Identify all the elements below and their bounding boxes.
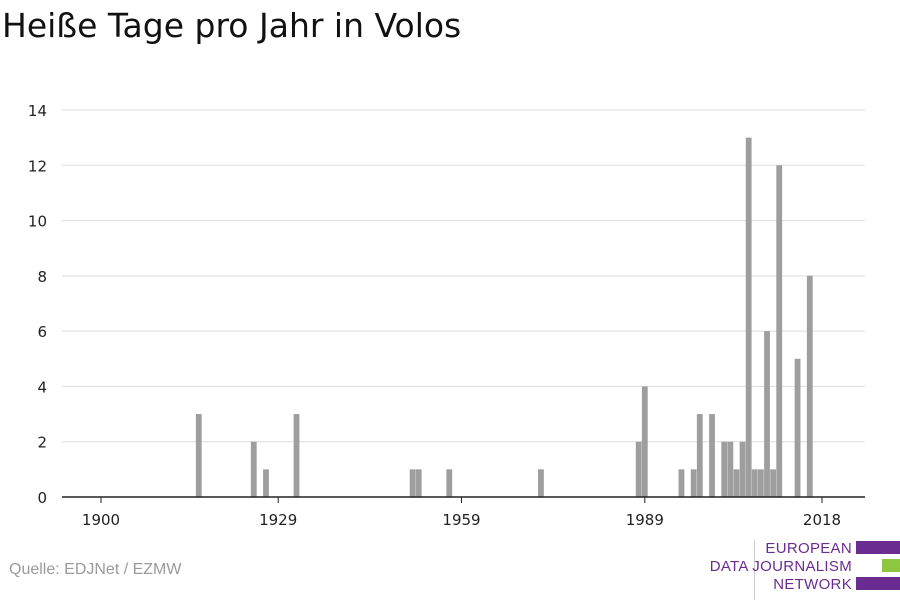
y-tick-label: 4 bbox=[37, 378, 47, 396]
bar bbox=[263, 469, 269, 497]
source-note: Quelle: EDJNet / EZMW bbox=[9, 561, 182, 578]
y-tick-labels: 0 2 4 6 8 10 12 14 bbox=[28, 102, 47, 507]
y-tick-label: 2 bbox=[37, 434, 47, 452]
bar bbox=[764, 331, 770, 497]
x-tick-label: 1929 bbox=[259, 511, 297, 529]
bar bbox=[696, 414, 703, 497]
bar bbox=[733, 469, 740, 497]
bars bbox=[195, 137, 813, 498]
y-tick-label: 14 bbox=[28, 102, 47, 120]
logo-line-1: EUROPEAN bbox=[765, 540, 852, 557]
bar bbox=[757, 469, 764, 497]
bar bbox=[415, 469, 422, 497]
bar bbox=[745, 137, 752, 497]
y-tick-label: 8 bbox=[37, 268, 47, 286]
bar-chart: 0 2 4 6 8 10 12 14 1900 1929 1959 1989 2018 bbox=[28, 102, 865, 529]
bar bbox=[727, 441, 734, 497]
bar bbox=[538, 469, 544, 497]
x-tick-label: 1959 bbox=[442, 511, 480, 529]
bar bbox=[446, 469, 453, 497]
y-tick-label: 12 bbox=[28, 157, 47, 175]
gridlines bbox=[62, 109, 865, 443]
bar bbox=[409, 469, 416, 497]
logo-bar-3 bbox=[856, 577, 900, 590]
bar bbox=[709, 414, 715, 497]
bar bbox=[293, 414, 300, 497]
chart-title: Heiße Tage pro Jahr in Volos bbox=[2, 6, 462, 45]
bar bbox=[751, 469, 758, 497]
x-tick-label: 2018 bbox=[803, 511, 841, 529]
y-tick-label: 0 bbox=[37, 489, 47, 507]
bar bbox=[195, 414, 202, 497]
x-tick-label: 1900 bbox=[82, 511, 120, 529]
bar bbox=[641, 386, 648, 497]
bar bbox=[806, 275, 813, 497]
logo-line-2: DATA JOURNALISM bbox=[709, 558, 852, 575]
x-axis bbox=[62, 496, 865, 503]
bar bbox=[794, 358, 801, 497]
bar bbox=[776, 165, 783, 498]
bar bbox=[690, 469, 697, 497]
logo-bar-1 bbox=[856, 541, 900, 554]
x-tick-labels: 1900 1929 1959 1989 2018 bbox=[82, 511, 841, 529]
bar bbox=[721, 441, 728, 497]
bar bbox=[770, 469, 777, 497]
bar bbox=[250, 441, 257, 497]
edjnet-logo: EUROPEAN DATA JOURNALISM NETWORK bbox=[700, 540, 900, 600]
bar bbox=[678, 469, 685, 497]
bar bbox=[635, 441, 642, 497]
y-tick-label: 10 bbox=[28, 213, 47, 231]
x-tick-label: 1989 bbox=[626, 511, 664, 529]
logo-bar-2 bbox=[882, 559, 900, 572]
logo-line-3: NETWORK bbox=[773, 576, 852, 593]
y-tick-label: 6 bbox=[37, 323, 47, 341]
logo-divider bbox=[754, 540, 755, 600]
bar bbox=[739, 441, 746, 497]
